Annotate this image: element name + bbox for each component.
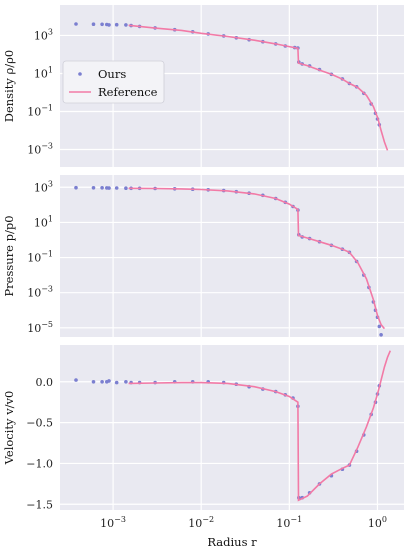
- x-tick-label: 10−3: [100, 515, 126, 530]
- x-axis: 10−3 10−2 10−1 100 Radius r: [100, 515, 387, 549]
- y-tick-label: −1.0: [26, 457, 53, 470]
- ours-point: [100, 186, 104, 190]
- y-tick-label: 10−3: [27, 285, 53, 300]
- legend-entry-label: Ours: [98, 67, 126, 81]
- y-tick-label: 10−1: [27, 250, 53, 265]
- ours-point: [124, 23, 128, 27]
- ours-point: [91, 186, 96, 190]
- y-tick-label: 10−5: [27, 320, 53, 335]
- ours-point: [114, 22, 119, 27]
- ours-point: [91, 22, 96, 27]
- x-tick-label: 10−2: [188, 515, 214, 530]
- ours-point: [100, 22, 104, 27]
- legend-entry-label: Reference: [98, 85, 158, 99]
- ours-point: [107, 186, 111, 190]
- y-tick-label: 103: [34, 27, 53, 42]
- ours-point: [100, 380, 104, 384]
- y-axis-label: Velocity v/v0: [2, 391, 16, 466]
- y-tick-label: 101: [34, 65, 53, 80]
- ours-point: [74, 378, 78, 382]
- ours-point: [377, 324, 382, 329]
- ours-point: [74, 22, 78, 26]
- x-axis-label: Radius r: [207, 535, 257, 549]
- y-tick-label: 101: [34, 214, 53, 229]
- x-tick-label: 10−1: [276, 515, 302, 530]
- y-axis-label: Density ρ/ρ0: [2, 50, 16, 123]
- pressure-panel: 10−5 10−3 10−1 101 103 Pressure p/p0: [2, 175, 404, 337]
- plot-area: [60, 175, 404, 337]
- ours-point: [107, 23, 111, 27]
- y-tick-label: 0.0: [36, 376, 54, 389]
- velocity-panel: 0.0 −0.5 −1.0 −1.5 Velocity v/v0: [2, 345, 404, 511]
- x-tick-label: 100: [368, 515, 387, 530]
- ours-point: [91, 380, 96, 384]
- ours-point: [124, 186, 128, 190]
- ours-point: [114, 186, 119, 190]
- reference-line: [128, 350, 392, 502]
- ours-point: [124, 380, 128, 384]
- y-tick-label: 103: [34, 179, 53, 194]
- y-tick-label: −1.5: [26, 498, 53, 511]
- density-panel: 10−3 10−1 101 103 Density ρ/ρ0: [2, 5, 404, 167]
- y-tick-label: 10−3: [27, 141, 53, 156]
- y-axis-label: Pressure p/p0: [2, 215, 16, 296]
- legend-ours-marker: [78, 72, 82, 76]
- ours-point: [114, 380, 119, 385]
- ours-point: [107, 379, 111, 383]
- y-tick-label: −0.5: [26, 417, 53, 430]
- y-tick-label: 10−1: [27, 103, 53, 118]
- ours-point: [379, 333, 383, 337]
- reference-line: [128, 24, 389, 151]
- legend: Ours Reference: [62, 60, 165, 104]
- ours-point: [74, 185, 78, 190]
- plot-area: [60, 345, 404, 510]
- reference-line: [128, 187, 386, 330]
